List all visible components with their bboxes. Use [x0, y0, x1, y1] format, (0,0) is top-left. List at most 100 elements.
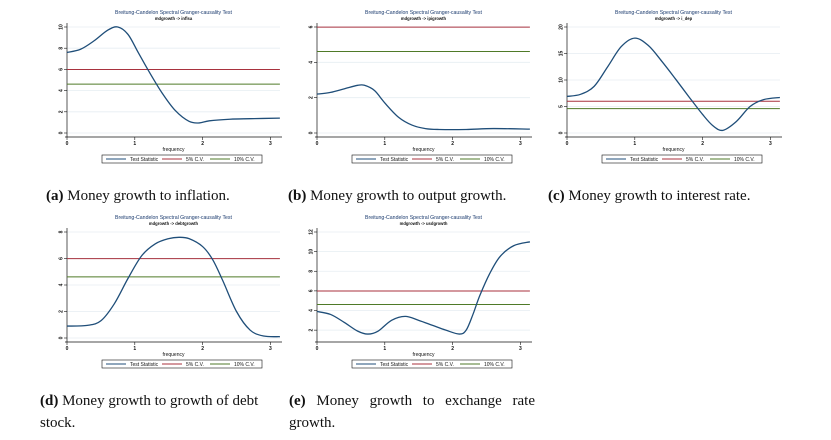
chart-b: Breitung-Candelon Spectral Granger-causa… [309, 10, 532, 164]
x-tick-label: 3 [519, 346, 522, 352]
x-tick-label: 1 [383, 141, 386, 147]
caption-label-d: (d) [40, 393, 59, 409]
legend-label: Test Statistic [380, 362, 409, 368]
y-tick-label: 0 [309, 131, 315, 134]
x-tick-label: 0 [316, 141, 319, 147]
chart-panel-b: Breitung-Candelon Spectral Granger-causa… [290, 5, 540, 180]
chart-subtitle: mdgrowth -> ipigrowth [401, 16, 447, 21]
legend-label: Test Statistic [130, 362, 159, 368]
caption-label-c: (c) [548, 188, 565, 204]
caption-e: (e) Money growth to exchange rate growth… [289, 390, 535, 434]
y-tick-label: 4 [309, 309, 315, 312]
x-tick-label: 2 [451, 141, 454, 147]
series-test-statistic [316, 241, 531, 335]
x-tick-label: 1 [133, 346, 136, 352]
x-axis-label: frequency [163, 147, 185, 153]
series-test-statistic [66, 236, 280, 338]
series-test-statistic [316, 84, 530, 131]
y-tick-label: 4 [59, 283, 65, 286]
legend-label: 5% C.V. [186, 157, 204, 163]
caption-c: (c) Money growth to interest rate. [548, 185, 808, 207]
legend-label: 10% C.V. [484, 157, 505, 163]
series-test-statistic [566, 37, 780, 132]
legend-label: Test Statistic [380, 157, 409, 163]
x-axis-label: frequency [413, 147, 435, 153]
y-tick-label: 0 [59, 336, 65, 339]
chart-subtitle: mdgrowth -> inflsa [155, 16, 193, 21]
x-tick-label: 2 [701, 141, 704, 147]
legend-label: 5% C.V. [436, 362, 454, 368]
x-tick-label: 0 [566, 141, 569, 147]
y-tick-label: 5 [559, 105, 565, 108]
x-tick-label: 3 [269, 346, 272, 352]
y-tick-label: 4 [309, 61, 315, 64]
x-tick-label: 2 [451, 346, 454, 352]
caption-b: (b) Money growth to output growth. [288, 185, 548, 207]
caption-text-e: Money growth to exchange rate growth. [289, 393, 535, 431]
x-axis-label: frequency [163, 352, 185, 358]
caption-text-d: Money growth to growth of debt stock. [40, 393, 259, 431]
y-tick-label: 2 [309, 96, 315, 99]
chart-panel-d: Breitung-Candelon Spectral Granger-causa… [40, 210, 290, 385]
y-tick-label: 20 [559, 24, 565, 30]
x-tick-label: 1 [383, 346, 386, 352]
y-tick-label: 8 [309, 270, 315, 273]
y-tick-label: 15 [559, 51, 565, 57]
chart-subtitle: mdgrowth -> usdgrowth [400, 221, 448, 226]
y-tick-label: 8 [59, 47, 65, 50]
caption-a: (a) Money growth to inflation. [46, 185, 286, 207]
chart-d: Breitung-Candelon Spectral Granger-causa… [59, 215, 282, 369]
chart-c: Breitung-Candelon Spectral Granger-causa… [559, 10, 782, 164]
y-tick-label: 10 [559, 77, 565, 83]
x-tick-label: 2 [201, 141, 204, 147]
chart-title: Breitung-Candelon Spectral Granger-causa… [365, 10, 483, 16]
y-tick-label: 0 [59, 131, 65, 134]
chart-panel-a: Breitung-Candelon Spectral Granger-causa… [40, 5, 290, 180]
legend-label: 5% C.V. [436, 157, 454, 163]
legend-label: 10% C.V. [234, 362, 255, 368]
caption-text-c: Money growth to interest rate. [568, 188, 751, 204]
y-tick-label: 6 [59, 68, 65, 71]
y-tick-label: 2 [59, 310, 65, 313]
chart-title: Breitung-Candelon Spectral Granger-causa… [365, 215, 483, 221]
y-tick-label: 0 [559, 131, 565, 134]
legend-label: 5% C.V. [186, 362, 204, 368]
x-axis-label: frequency [413, 352, 435, 358]
caption-label-e: (e) [289, 393, 306, 409]
legend-label: Test Statistic [130, 157, 159, 163]
x-tick-label: 3 [519, 141, 522, 147]
y-tick-label: 8 [59, 230, 65, 233]
caption-text-b: Money growth to output growth. [310, 188, 507, 204]
caption-text-a: Money growth to inflation. [67, 188, 230, 204]
caption-label-a: (a) [46, 188, 64, 204]
chart-subtitle: mdgrowth -> debtgrowth [149, 221, 199, 226]
x-tick-label: 0 [66, 346, 69, 352]
legend-label: Test Statistic [630, 157, 659, 163]
y-tick-label: 4 [59, 89, 65, 92]
chart-e: Breitung-Candelon Spectral Granger-causa… [309, 215, 532, 369]
chart-title: Breitung-Candelon Spectral Granger-causa… [115, 215, 233, 221]
y-tick-label: 10 [309, 249, 315, 255]
series-test-statistic [66, 26, 280, 124]
x-tick-label: 3 [269, 141, 272, 147]
x-tick-label: 3 [769, 141, 772, 147]
chart-a: Breitung-Candelon Spectral Granger-causa… [59, 10, 282, 164]
chart-subtitle: mdgrowth -> i_dep [655, 16, 693, 21]
y-tick-label: 6 [309, 289, 315, 292]
y-tick-label: 6 [59, 257, 65, 260]
caption-label-b: (b) [288, 188, 307, 204]
x-tick-label: 0 [316, 346, 319, 352]
chart-panel-e: Breitung-Candelon Spectral Granger-causa… [290, 210, 540, 385]
legend-label: 10% C.V. [234, 157, 255, 163]
x-axis-label: frequency [663, 147, 685, 153]
legend-label: 10% C.V. [484, 362, 505, 368]
y-tick-label: 12 [309, 229, 315, 235]
y-tick-label: 2 [309, 329, 315, 332]
x-tick-label: 1 [133, 141, 136, 147]
y-tick-label: 10 [59, 24, 65, 30]
chart-panel-c: Breitung-Candelon Spectral Granger-causa… [540, 5, 790, 180]
legend-label: 10% C.V. [734, 157, 755, 163]
x-tick-label: 0 [66, 141, 69, 147]
legend-label: 5% C.V. [686, 157, 704, 163]
caption-d: (d) Money growth to growth of debt stock… [40, 390, 288, 434]
